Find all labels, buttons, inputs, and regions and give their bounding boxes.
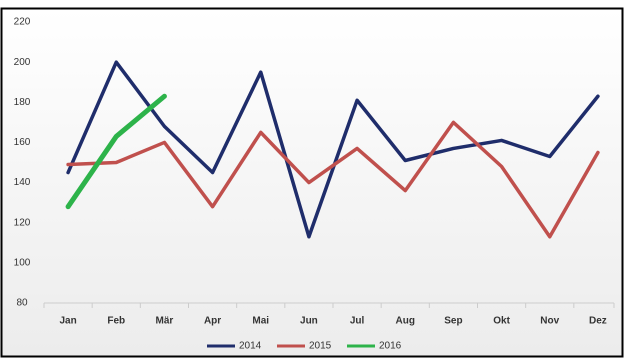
x-tick-label: Mai xyxy=(252,316,269,327)
x-tick-label: Aug xyxy=(396,316,415,327)
x-tick-label: Jun xyxy=(300,316,318,327)
legend-label: 2016 xyxy=(379,341,402,352)
y-tick-label: 200 xyxy=(14,57,31,68)
series-line xyxy=(66,120,600,239)
y-tick-label: 80 xyxy=(16,298,28,309)
x-tick-label: Jan xyxy=(59,316,76,327)
x-tick-label: Jul xyxy=(350,316,365,327)
y-tick-label: 160 xyxy=(14,137,31,148)
y-tick-label: 120 xyxy=(14,217,31,228)
x-tick-label: Okt xyxy=(493,316,510,327)
series-line xyxy=(65,93,167,210)
x-tick-label: Nov xyxy=(540,316,559,327)
x-tick-label: Mär xyxy=(156,316,174,327)
y-tick-label: 140 xyxy=(14,177,31,188)
x-tick-label: Sep xyxy=(444,316,462,327)
x-tick-label: Dez xyxy=(589,316,607,327)
y-tick-label: 220 xyxy=(14,17,31,28)
legend-label: 2015 xyxy=(309,341,332,352)
series-line xyxy=(66,60,600,239)
x-tick-label: Apr xyxy=(204,316,221,327)
legend-label: 2014 xyxy=(239,341,262,352)
y-tick-label: 100 xyxy=(14,257,31,268)
y-tick-label: 180 xyxy=(14,97,31,108)
x-tick-label: Feb xyxy=(107,316,125,327)
